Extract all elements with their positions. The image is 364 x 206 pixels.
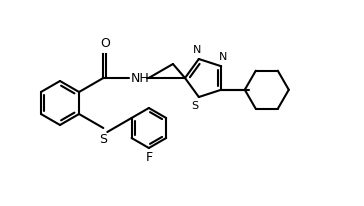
Text: N: N — [219, 52, 228, 62]
Text: S: S — [99, 133, 107, 146]
Text: F: F — [145, 151, 153, 164]
Text: S: S — [191, 101, 198, 111]
Text: NH: NH — [131, 71, 150, 84]
Text: O: O — [100, 37, 110, 50]
Text: N: N — [193, 45, 201, 55]
